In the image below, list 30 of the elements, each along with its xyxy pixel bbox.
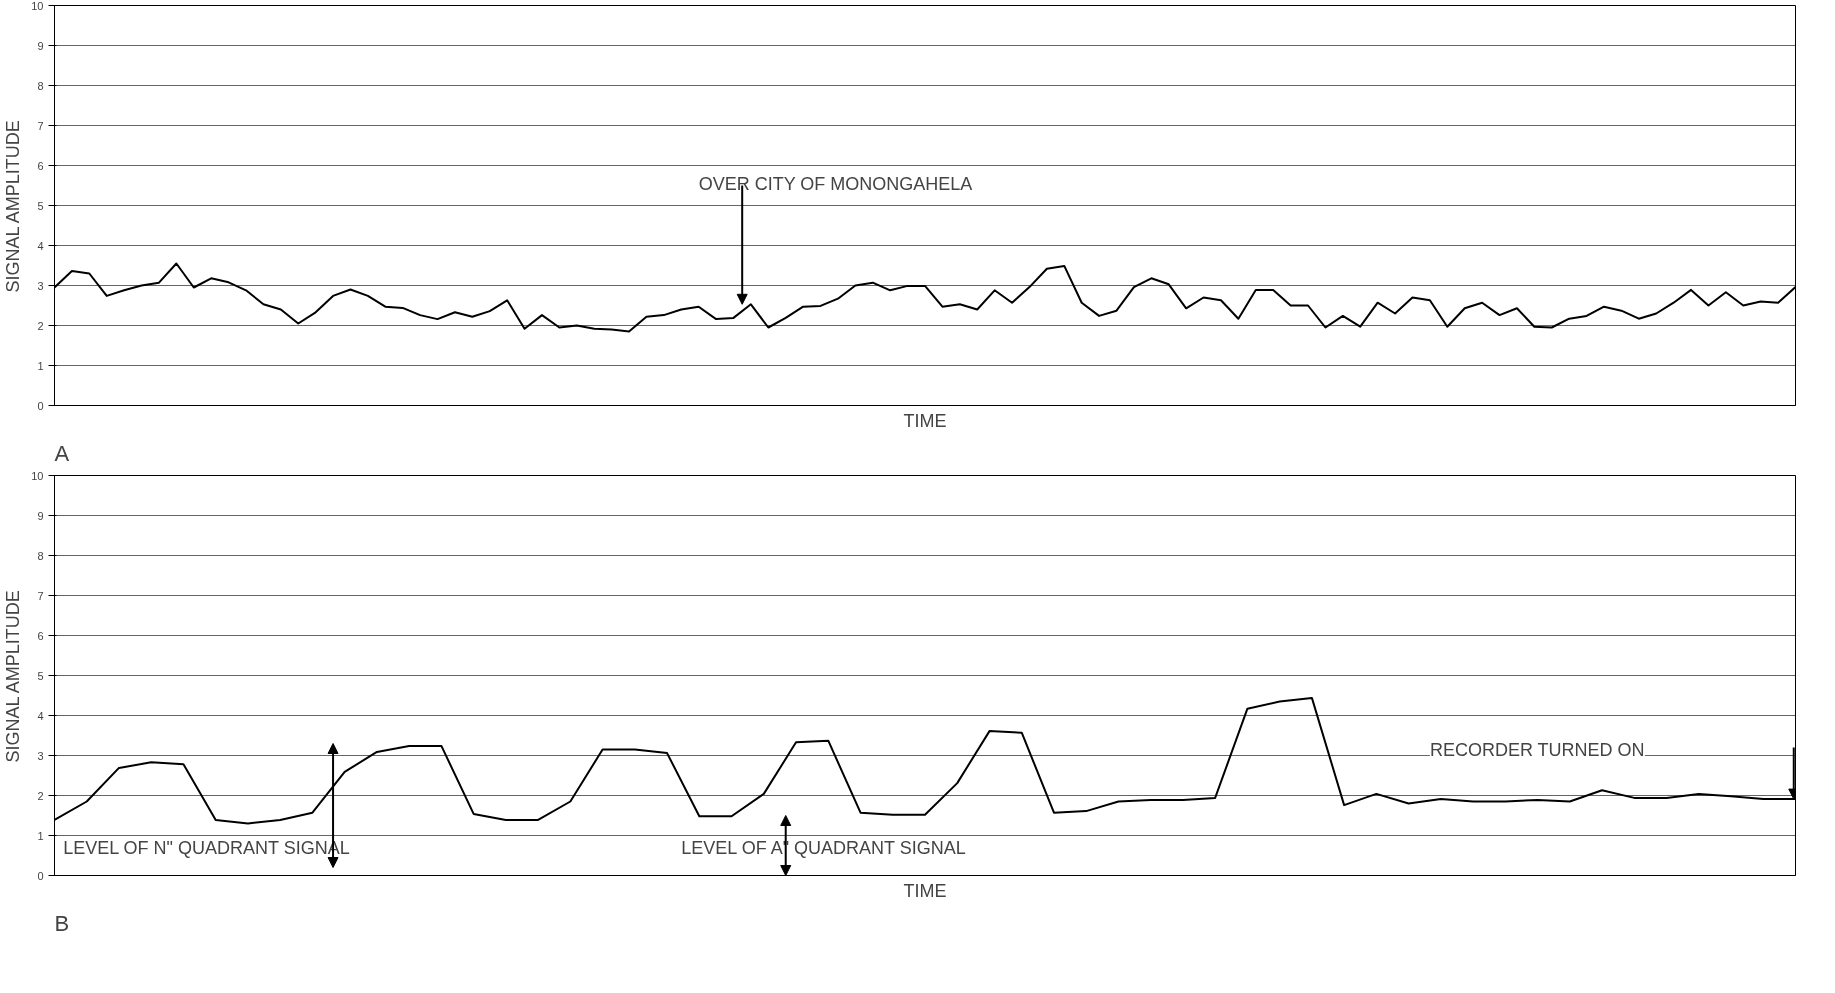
y-tick-label: 9 [37, 509, 44, 522]
y-tick-label: 5 [37, 669, 44, 682]
y-tick-label: 8 [37, 79, 44, 92]
y-tick-label: 4 [37, 239, 44, 252]
y-tick-label: 9 [37, 39, 44, 52]
y-tick-label: 2 [37, 789, 44, 802]
y-tick-label: 4 [37, 709, 44, 722]
annotation: RECORDER TURNED ON [1429, 739, 1645, 760]
x-axis-title: TIME [903, 410, 947, 431]
y-tick-label: 2 [37, 319, 44, 332]
y-tick-label: 8 [37, 549, 44, 562]
x-axis-title: TIME [903, 880, 947, 901]
y-tick-label: 6 [37, 159, 44, 172]
y-tick-label: 5 [37, 199, 44, 212]
y-tick-label: 1 [37, 829, 44, 842]
y-tick-label: 3 [37, 749, 44, 762]
text: A [54, 440, 70, 466]
y-tick-label: 7 [37, 589, 44, 602]
y-tick-label: 10 [31, 0, 44, 12]
y-axis-title: SIGNAL AMPLITUDE [3, 120, 24, 293]
y-axis-title: SIGNAL AMPLITUDE [3, 590, 24, 763]
y-tick-label: 0 [37, 869, 44, 882]
y-tick-label: 6 [37, 629, 44, 642]
y-tick-label: 0 [37, 399, 44, 412]
text: B [54, 910, 70, 936]
y-tick-label: 1 [37, 359, 44, 372]
y-tick-label: 3 [37, 279, 44, 292]
y-tick-label: 10 [31, 469, 44, 482]
y-tick-label: 7 [37, 119, 44, 132]
annotation: OVER CITY OF MONONGAHELA [698, 173, 973, 194]
